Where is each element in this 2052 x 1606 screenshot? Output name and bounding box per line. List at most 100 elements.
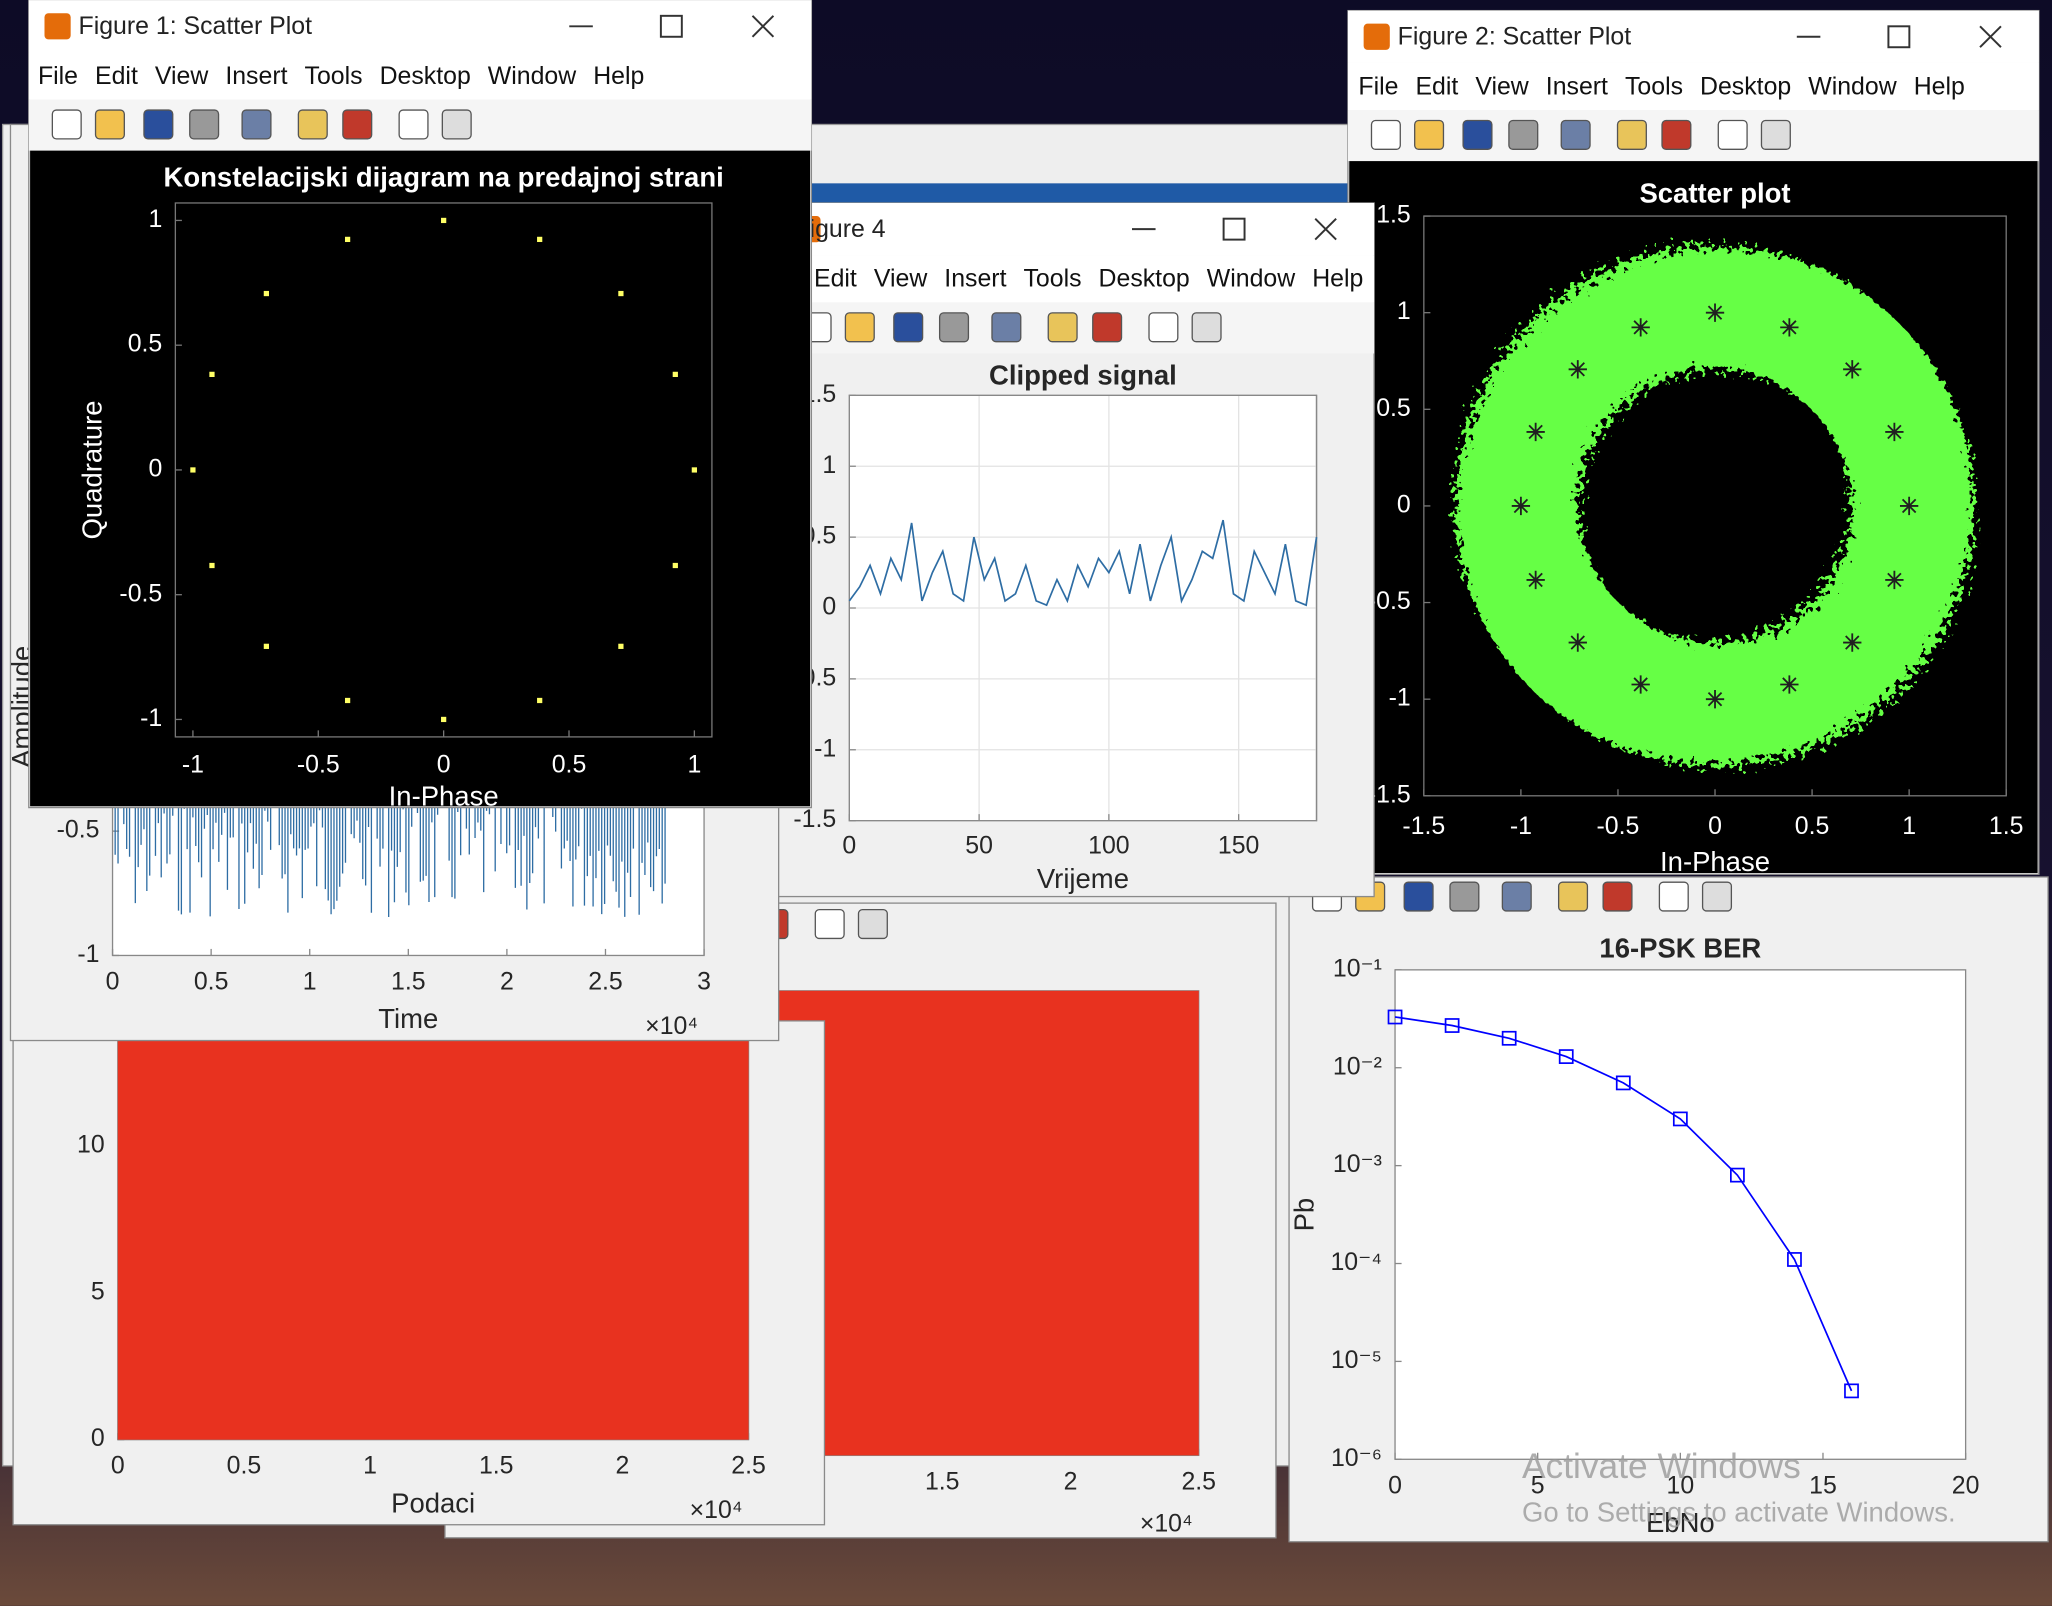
maximize-button[interactable]: [1887, 25, 1911, 49]
x-tick-label: 15: [1809, 1471, 1837, 1499]
toolbar-button[interactable]: [1602, 881, 1633, 912]
x-tick-label: 20: [1952, 1471, 1980, 1499]
maximize-button[interactable]: [1222, 217, 1246, 241]
y-tick-label: 10⁻²: [1333, 1052, 1382, 1080]
menu-item[interactable]: Help: [1914, 72, 1965, 100]
menu-item[interactable]: Window: [488, 62, 577, 90]
toolbar-button[interactable]: [398, 109, 429, 140]
toolbar-button[interactable]: [1557, 881, 1589, 912]
toolbar-button[interactable]: [1760, 119, 1791, 150]
marker: [1615, 1075, 1631, 1091]
menu-item[interactable]: Desktop: [1099, 265, 1190, 293]
menu-item[interactable]: Insert: [225, 62, 287, 90]
toolbar-button[interactable]: [1191, 312, 1222, 343]
y-tick-label: 0.5: [128, 330, 163, 358]
menu-item[interactable]: Tools: [1625, 72, 1683, 100]
x-tick-label: 1: [363, 1452, 377, 1480]
toolbar-button[interactable]: [1560, 119, 1591, 150]
x-tick-label: 2.5: [1181, 1467, 1216, 1495]
x-axis-label: Podaci: [391, 1487, 475, 1518]
toolbar-button[interactable]: [1403, 881, 1434, 912]
x-tick-label: 3: [697, 968, 711, 996]
toolbar-button[interactable]: [844, 312, 875, 343]
toolbar-button[interactable]: [1701, 881, 1733, 912]
toolbar-button[interactable]: [342, 109, 373, 140]
toolbar-button[interactable]: [1449, 881, 1480, 912]
chart-title: Konstelacijski dijagram na predajnoj str…: [164, 162, 724, 193]
point: [263, 290, 269, 297]
toolbar-button[interactable]: [51, 109, 82, 140]
toolbar-button[interactable]: [441, 109, 472, 140]
toolbar-button[interactable]: [1370, 119, 1401, 150]
x-tick-label: 1.5: [479, 1452, 514, 1480]
y-tick-label: 1: [1397, 297, 1411, 325]
toolbar-button[interactable]: [1501, 881, 1532, 912]
menu-item[interactable]: Desktop: [380, 62, 471, 90]
menu-item[interactable]: View: [1475, 72, 1529, 100]
x-tick-label: 0: [106, 968, 120, 996]
menu-item[interactable]: View: [874, 265, 928, 293]
toolbar-button[interactable]: [94, 109, 125, 140]
toolbar-button[interactable]: [814, 909, 845, 940]
toolbar-button[interactable]: [857, 909, 888, 940]
y-tick-label: 10⁻⁶: [1331, 1444, 1382, 1472]
title-bar: [1347, 10, 2039, 63]
menu-item[interactable]: Insert: [1546, 72, 1608, 100]
y-tick-label: -1.5: [1368, 780, 1411, 808]
menu-item[interactable]: File: [38, 62, 78, 90]
menu-item[interactable]: Insert: [944, 265, 1006, 293]
menu-item[interactable]: Edit: [95, 62, 138, 90]
marker: [1672, 1111, 1688, 1127]
menu-item[interactable]: Window: [1808, 72, 1897, 100]
y-tick-label: 0: [91, 1424, 105, 1452]
toolbar-button[interactable]: [241, 109, 272, 140]
marker: [1787, 1252, 1802, 1267]
x-tick-label: 50: [965, 831, 993, 859]
menu-bar: [778, 255, 1375, 303]
menu-item[interactable]: Window: [1207, 265, 1296, 293]
menu-item[interactable]: View: [155, 62, 209, 90]
toolbar-button[interactable]: [1616, 119, 1647, 150]
menu-item[interactable]: Tools: [305, 62, 363, 90]
x-tick-label: 0.5: [227, 1452, 262, 1480]
menu-item[interactable]: Tools: [1024, 265, 1082, 293]
toolbar-button[interactable]: [1508, 119, 1539, 150]
menu-item[interactable]: File: [1358, 72, 1398, 100]
toolbar-button[interactable]: [938, 312, 970, 343]
x-axis-label: In-Phase: [389, 781, 499, 812]
close-button[interactable]: [1979, 25, 2002, 48]
menu-item[interactable]: Edit: [1415, 72, 1458, 100]
toolbar-button[interactable]: [143, 109, 174, 140]
toolbar-button[interactable]: [1661, 119, 1692, 150]
toolbar-button[interactable]: [893, 312, 924, 343]
close-button[interactable]: [1314, 217, 1337, 241]
toolbar-button[interactable]: [991, 312, 1022, 343]
menu-item[interactable]: Help: [1312, 265, 1363, 293]
toolbar-button[interactable]: [1717, 119, 1748, 150]
toolbar-button[interactable]: [1462, 119, 1493, 150]
x-tick-label: 0: [1708, 812, 1722, 840]
point: [1568, 633, 1587, 652]
menu-item[interactable]: Edit: [814, 265, 857, 293]
menu-bar: [28, 52, 812, 100]
toolbar-button[interactable]: [1658, 881, 1689, 912]
toolbar-button[interactable]: [189, 109, 220, 140]
toolbar-button[interactable]: [1148, 312, 1179, 343]
maximize-button[interactable]: [659, 14, 683, 38]
point: [537, 236, 543, 243]
x-tick-label: 150: [1218, 831, 1259, 859]
app-icon: [44, 13, 71, 40]
toolbar-button[interactable]: [297, 109, 328, 140]
point: [672, 562, 678, 569]
menu-item[interactable]: Help: [593, 62, 644, 90]
close-button[interactable]: [751, 15, 775, 38]
menu-item[interactable]: Desktop: [1700, 72, 1791, 100]
toolbar-button[interactable]: [1047, 312, 1078, 343]
toolbar-button[interactable]: [1414, 119, 1445, 150]
x-tick-label: 10: [1667, 1471, 1695, 1499]
toolbar-button[interactable]: [1092, 312, 1123, 343]
